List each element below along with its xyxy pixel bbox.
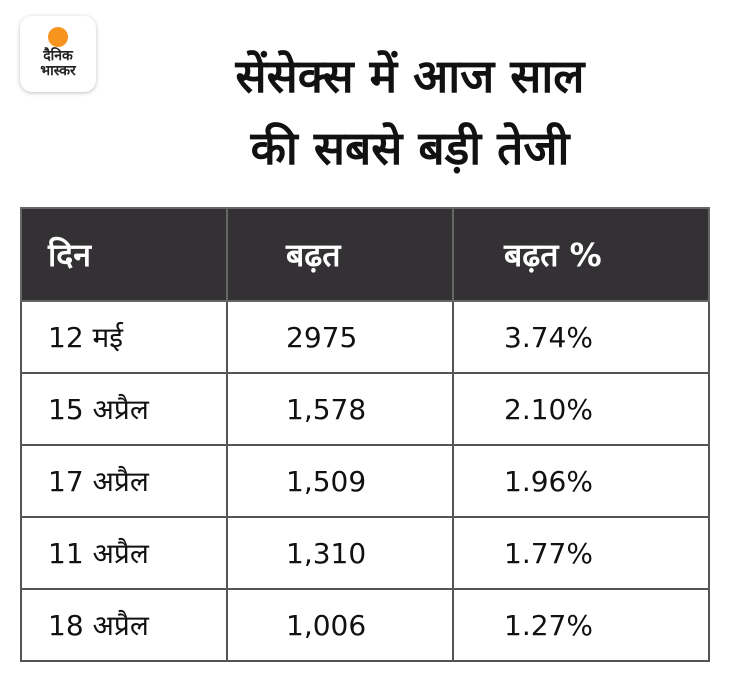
cell-gain: 1,578: [226, 372, 454, 446]
cell-day: 11 अप्रैल: [20, 516, 228, 590]
dainik-bhaskar-logo: दैनिक भास्कर: [20, 16, 96, 92]
logo-text-line1: दैनिक: [43, 48, 73, 64]
header-day: दिन: [20, 207, 228, 302]
sensex-gains-table: दिन बढ़त बढ़त % 12 मई 2975 3.74% 15 अप्रैल 1…: [20, 207, 710, 662]
title-line1: सेंसेक्स में आज साल: [235, 49, 585, 103]
table-row: 11 अप्रैल 1,310 1.77%: [20, 516, 710, 590]
logo-text-line2: भास्कर: [40, 63, 76, 79]
cell-day: 15 अप्रैल: [20, 372, 228, 446]
header-gain-percent: बढ़त %: [452, 207, 710, 302]
table-header-row: दिन बढ़त बढ़त %: [20, 207, 710, 302]
cell-gain-percent: 3.74%: [452, 300, 710, 374]
table-row: 18 अप्रैल 1,006 1.27%: [20, 588, 710, 662]
cell-gain-percent: 1.27%: [452, 588, 710, 662]
cell-gain-percent: 1.96%: [452, 444, 710, 518]
table-row: 12 मई 2975 3.74%: [20, 300, 710, 374]
header-gain: बढ़त: [226, 207, 454, 302]
cell-day: 18 अप्रैल: [20, 588, 228, 662]
sun-dot-icon: [48, 27, 68, 47]
cell-gain: 2975: [226, 300, 454, 374]
cell-gain: 1,310: [226, 516, 454, 590]
cell-gain-percent: 2.10%: [452, 372, 710, 446]
cell-day: 12 मई: [20, 300, 228, 374]
table-row: 17 अप्रैल 1,509 1.96%: [20, 444, 710, 518]
title-line2: की सबसे बड़ी तेजी: [250, 121, 570, 175]
cell-gain: 1,006: [226, 588, 454, 662]
cell-day: 17 अप्रैल: [20, 444, 228, 518]
cell-gain: 1,509: [226, 444, 454, 518]
cell-gain-percent: 1.77%: [452, 516, 710, 590]
page-title: सेंसेक्स में आज साल की सबसे बड़ी तेजी: [110, 40, 710, 184]
table-row: 15 अप्रैल 1,578 2.10%: [20, 372, 710, 446]
